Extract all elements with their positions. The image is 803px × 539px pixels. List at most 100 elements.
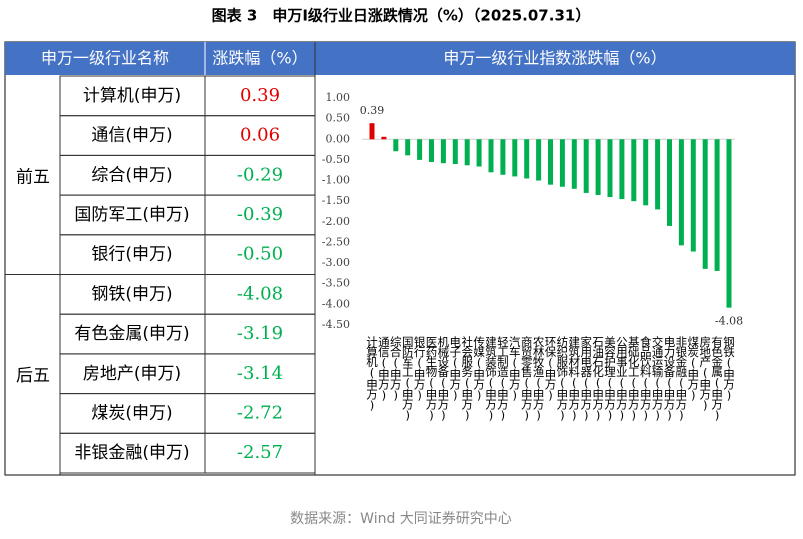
bar: [417, 139, 423, 160]
x-tick-label: 计算机(申万): [365, 336, 379, 411]
x-tick-label: 煤炭(申万): [686, 336, 700, 401]
bar: [678, 139, 684, 246]
industry-name: 房地产(申万): [83, 364, 181, 384]
industry-name: 综合(申万): [91, 165, 172, 185]
group-label: 后五: [16, 366, 50, 386]
bar: [619, 139, 625, 200]
source: 数据来源：Wind 大同证券研究中心: [290, 511, 512, 527]
bar: [607, 139, 613, 198]
chart-title: 申万一级行业指数涨跌幅（%）: [443, 49, 666, 68]
header-bar: [5, 42, 795, 75]
bar: [381, 136, 387, 140]
industry-name: 煤炭(申万): [91, 403, 172, 423]
y-tick-label: -4.00: [322, 297, 350, 310]
bar: [536, 139, 542, 181]
x-tick-label: 建筑装饰(申万): [484, 335, 498, 421]
bar: [559, 139, 565, 187]
change-value: -3.14: [237, 363, 283, 384]
bar: [369, 123, 375, 140]
bar: [595, 139, 601, 195]
bar: [571, 139, 577, 189]
bar: [452, 139, 458, 165]
x-tick-label: 传媒(申万): [472, 335, 486, 401]
bar: [643, 139, 649, 206]
industry-name: 银行(申万): [91, 245, 172, 265]
change-value: -4.08: [237, 283, 283, 304]
industry-name: 钢铁(申万): [91, 284, 172, 304]
data-label: -4.08: [715, 315, 743, 328]
x-tick-label: 汽车(申万): [508, 335, 522, 401]
change-value: -2.72: [237, 402, 283, 423]
bar: [524, 139, 530, 179]
col-header: 涨跌幅（%）: [212, 49, 307, 68]
bar: [655, 139, 661, 210]
x-tick-label: 医药生物(申万): [425, 336, 439, 421]
y-tick-label: -3.00: [322, 256, 350, 269]
bar: [440, 139, 446, 164]
bar: [726, 139, 732, 308]
industry-name: 计算机(申万): [83, 86, 181, 106]
y-tick-label: 1.00: [326, 91, 351, 104]
industry-name: 国防军工(申万): [74, 205, 189, 225]
bar: [512, 139, 518, 177]
x-tick-label: 基础化工(申万): [627, 336, 641, 421]
y-tick-label: -2.00: [322, 215, 350, 228]
x-tick-label: 电力设备(申万): [663, 336, 677, 421]
change-value: -3.19: [237, 323, 283, 344]
x-tick-label: 家用电器(申万): [579, 335, 593, 421]
bar: [405, 139, 411, 156]
change-value: 0.39: [240, 85, 280, 106]
x-tick-label: 石油石化(申万): [591, 336, 605, 421]
y-tick-label: -2.50: [322, 235, 350, 248]
x-tick-label: 环保(申万): [544, 336, 558, 401]
y-tick-label: -1.50: [322, 194, 350, 207]
y-tick-label: 0.00: [326, 132, 351, 145]
bar: [488, 139, 494, 173]
change-value: -0.50: [237, 244, 283, 265]
bar: [500, 139, 506, 175]
bar: [702, 139, 708, 269]
x-tick-label: 交通运输(申万): [651, 335, 665, 421]
x-tick-label: 综合(申万): [389, 335, 403, 401]
x-tick-label: 通信(申万): [377, 336, 391, 401]
bar: [690, 139, 696, 252]
x-tick-label: 商贸零售(申万): [520, 335, 534, 421]
industry-name: 非银金融(申万): [74, 443, 189, 463]
x-tick-label: 国防军工(申万): [401, 336, 415, 421]
y-tick-label: -3.50: [322, 277, 350, 290]
col-header: 申万一级行业名称: [41, 49, 169, 68]
x-tick-label: 食品饮料(申万): [639, 335, 653, 421]
change-value: -0.29: [237, 164, 283, 185]
page-title: 图表 3 申万Ⅰ级行业日涨跌情况（%）（2025.07.31）: [212, 7, 591, 25]
change-value: -2.57: [237, 442, 283, 463]
x-tick-label: 非银金融(申万): [674, 336, 688, 421]
bar: [393, 139, 399, 152]
data-label: 0.39: [360, 104, 385, 117]
x-tick-label: 纺织服饰(申万): [555, 335, 569, 421]
x-tick-label: 建筑材料(申万): [567, 335, 581, 421]
bar: [667, 139, 672, 226]
bar: [464, 139, 470, 166]
bar: [429, 139, 434, 162]
x-tick-label: 轻工制造(申万): [496, 335, 510, 421]
x-tick-label: 银行(申万): [413, 335, 427, 401]
y-tick-label: -1.00: [322, 174, 350, 187]
bar: [583, 139, 589, 193]
x-tick-label: 美容护理(申万): [603, 335, 617, 421]
bar: [631, 139, 637, 202]
y-tick-label: -0.50: [322, 153, 350, 166]
industry-name: 有色金属(申万): [74, 324, 189, 344]
y-tick-label: -4.50: [322, 318, 350, 331]
bar: [548, 139, 553, 185]
y-tick-label: 0.50: [326, 112, 351, 125]
change-value: 0.06: [240, 125, 280, 146]
row-cell: [204, 432, 316, 474]
x-tick-label: 机械设备(申万): [436, 335, 450, 421]
change-value: -0.39: [237, 204, 283, 225]
x-tick-label: 钢铁(申万): [722, 336, 736, 401]
x-tick-label: 房地产(申万): [698, 336, 712, 411]
industry-name: 通信(申万): [91, 126, 172, 146]
group-label: 前五: [16, 167, 50, 187]
x-tick-label: 农林牧渔(申万): [532, 335, 546, 421]
